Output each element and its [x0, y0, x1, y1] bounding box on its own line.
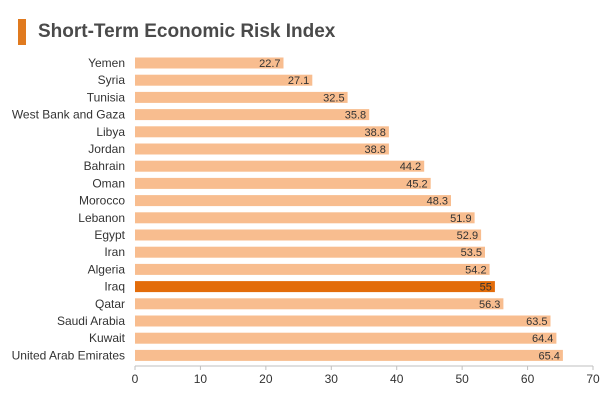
category-label: Lebanon	[78, 211, 125, 225]
bar-united-arab-emirates	[135, 349, 563, 361]
category-label: Yemen	[88, 56, 125, 70]
x-tick-label: 40	[390, 372, 404, 386]
bar-saudi-arabia	[135, 315, 551, 327]
x-tick-label: 70	[586, 372, 600, 386]
category-label: Iraq	[104, 280, 125, 294]
bar-syria	[135, 74, 313, 86]
bar-west-bank-and-gaza	[135, 109, 370, 121]
value-label: 45.2	[406, 178, 427, 190]
chart-title: Short-Term Economic Risk Index	[38, 21, 336, 42]
bar-yemen	[135, 57, 284, 69]
bar-iraq	[135, 281, 495, 293]
category-label: Libya	[96, 125, 125, 139]
value-label: 32.5	[323, 92, 344, 104]
category-label: Egypt	[94, 228, 125, 242]
x-tick-label: 50	[455, 372, 469, 386]
value-label: 52.9	[457, 230, 478, 242]
category-label: Qatar	[95, 297, 125, 311]
bar-oman	[135, 177, 431, 189]
value-label: 65.4	[538, 350, 559, 362]
value-label: 54.2	[465, 264, 486, 276]
value-label: 22.7	[259, 58, 280, 70]
value-label: 63.5	[526, 316, 547, 328]
x-tick-label: 30	[325, 372, 339, 386]
category-label: West Bank and Gaza	[12, 108, 126, 122]
x-tick-label: 20	[259, 372, 273, 386]
value-label: 44.2	[400, 161, 421, 173]
bar-qatar	[135, 298, 504, 310]
bar-kuwait	[135, 332, 557, 344]
value-label: 38.8	[364, 144, 385, 156]
value-label: 35.8	[345, 110, 366, 122]
value-label: 38.8	[364, 127, 385, 139]
value-label: 27.1	[288, 75, 309, 87]
category-label: Tunisia	[87, 90, 126, 104]
category-label: Algeria	[88, 262, 126, 276]
title-accent-bar	[18, 19, 26, 45]
bar-jordan	[135, 143, 389, 155]
category-label: Morocco	[79, 194, 125, 208]
value-label: 48.3	[427, 196, 448, 208]
category-label: Oman	[92, 176, 125, 190]
value-label: 64.4	[532, 333, 553, 345]
category-label: Saudi Arabia	[57, 314, 125, 328]
bar-tunisia	[135, 91, 348, 103]
x-tick-label: 60	[521, 372, 535, 386]
bar-libya	[135, 126, 389, 138]
bar-algeria	[135, 263, 490, 275]
bar-iran	[135, 246, 485, 258]
value-label: 55	[480, 282, 492, 294]
x-tick-label: 0	[132, 372, 139, 386]
category-label: United Arab Emirates	[12, 348, 125, 362]
category-label: Bahrain	[84, 159, 125, 173]
category-label: Iran	[104, 245, 125, 259]
value-label: 51.9	[450, 213, 471, 225]
value-label: 56.3	[479, 299, 500, 311]
category-label: Jordan	[88, 142, 125, 156]
category-label: Kuwait	[89, 331, 126, 345]
category-label: Syria	[98, 73, 126, 87]
bar-morocco	[135, 195, 451, 207]
value-label: 53.5	[461, 247, 482, 259]
bar-egypt	[135, 229, 482, 241]
bar-lebanon	[135, 212, 475, 224]
x-tick-label: 10	[194, 372, 208, 386]
bar-bahrain	[135, 160, 425, 172]
